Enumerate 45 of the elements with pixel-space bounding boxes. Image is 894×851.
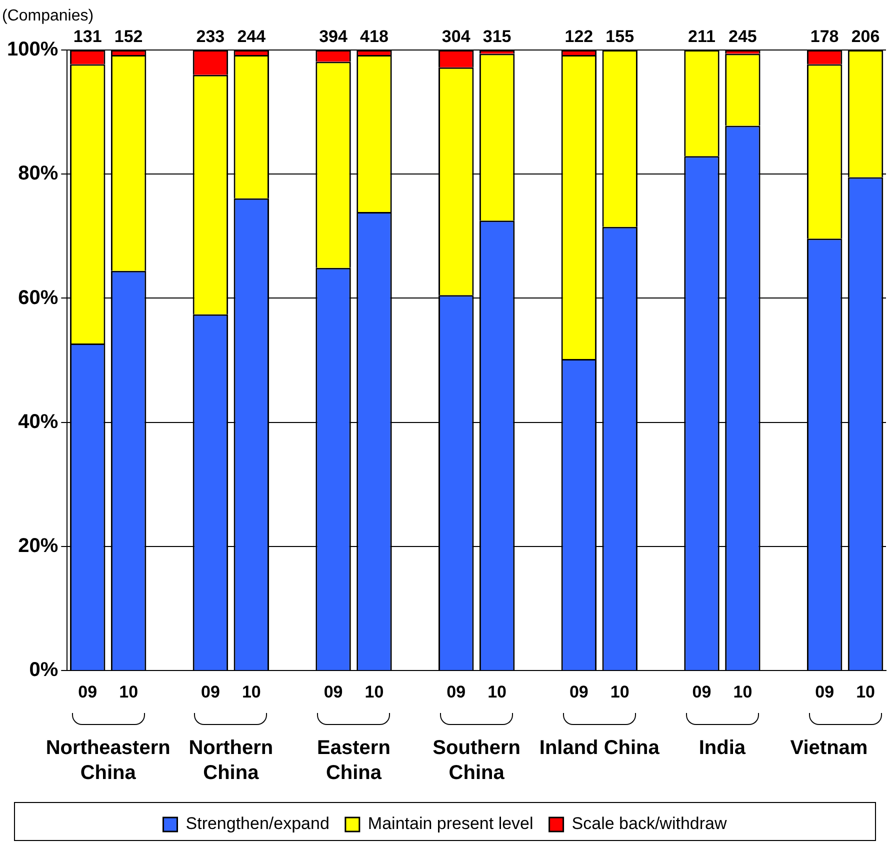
x-tick-label: 10	[119, 682, 138, 702]
text: 418	[360, 27, 388, 46]
y-tick-label: 20%	[18, 534, 58, 557]
text: Eastern China	[316, 736, 392, 786]
x-tick-label: 09	[200, 682, 220, 702]
text: 394	[319, 27, 348, 46]
text: Southern China	[432, 736, 520, 784]
x-tick-label: 10	[856, 682, 875, 702]
x-tick-label: 09	[569, 682, 588, 702]
text: 233	[196, 27, 225, 46]
text: Vietnam	[789, 736, 869, 761]
x-tick-label: 10	[364, 682, 384, 702]
x-tick-label: 10	[733, 682, 752, 702]
text: 304	[442, 27, 471, 46]
text: 178	[810, 27, 839, 46]
text: 152	[114, 27, 143, 46]
y-tick-label: 100%	[6, 38, 58, 61]
text: 131	[73, 27, 102, 46]
text: 206	[851, 27, 880, 46]
x-tick-label: 09	[324, 682, 343, 702]
text: Northern China	[188, 736, 274, 784]
x-tick-label: 10	[242, 682, 261, 702]
legend-label: Strengthen/expand	[186, 814, 330, 834]
text: 155	[606, 27, 634, 46]
x-tick-label: 09	[446, 682, 466, 702]
x-tick-label: 09	[78, 682, 98, 702]
text: 244	[237, 27, 266, 46]
x-tick-label: 10	[488, 682, 507, 702]
x-tick-label: 09	[815, 682, 834, 702]
y-tick-label: 60%	[18, 286, 58, 309]
y-tick-label: 40%	[18, 410, 58, 433]
text: 315	[482, 27, 512, 46]
x-tick-label: 10	[610, 682, 630, 702]
legend-label: Maintain present level	[368, 814, 534, 834]
text: India	[698, 736, 746, 759]
text: 211	[688, 27, 716, 46]
x-tick-label: 09	[692, 682, 712, 702]
text: Northeastern China	[44, 736, 172, 786]
text: 122	[564, 27, 594, 46]
legend-label: Scale back/withdraw	[572, 814, 728, 834]
text: 245	[728, 27, 757, 46]
text: (Companies)	[2, 7, 94, 24]
y-tick-label: 0%	[29, 659, 58, 682]
text: Inland China	[538, 736, 660, 761]
y-tick-label: 80%	[18, 162, 58, 185]
